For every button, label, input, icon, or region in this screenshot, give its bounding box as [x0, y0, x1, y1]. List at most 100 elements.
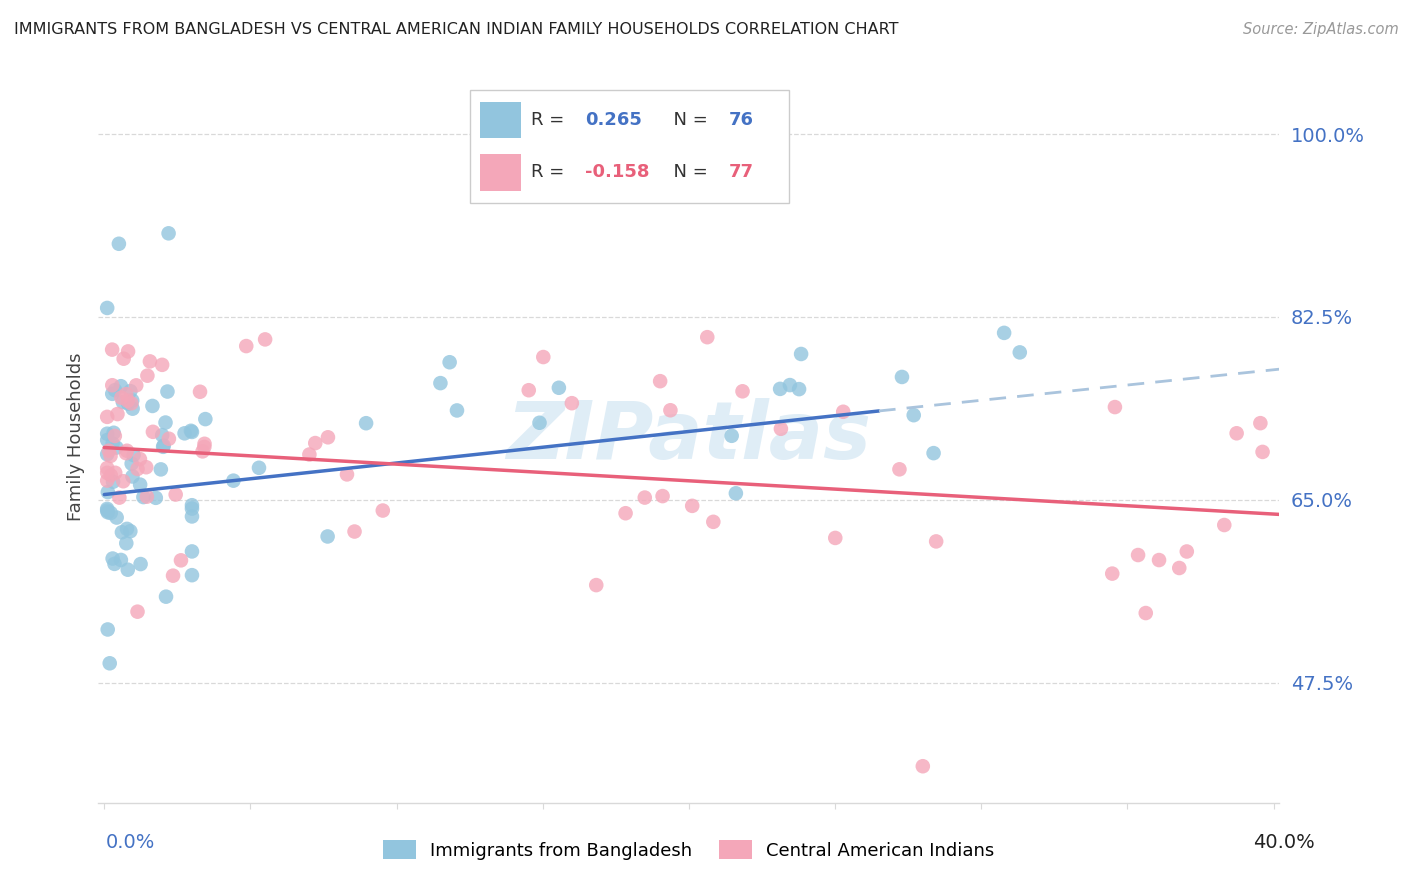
Text: 0.0%: 0.0%: [105, 833, 155, 853]
Point: [681, 499, 703, 513]
Point: [651, 489, 673, 503]
Point: [720, 429, 742, 443]
Point: [155, 590, 177, 604]
Point: [911, 759, 934, 773]
Point: [446, 403, 468, 417]
Point: [115, 443, 138, 458]
Point: [103, 557, 125, 571]
Point: [127, 605, 149, 619]
Point: [115, 522, 138, 536]
Point: [247, 460, 270, 475]
Point: [152, 439, 174, 453]
Point: [1101, 566, 1123, 581]
Point: [298, 448, 321, 462]
Point: [170, 553, 193, 567]
Point: [547, 381, 569, 395]
Point: [790, 347, 813, 361]
Point: [105, 441, 128, 455]
Point: [117, 393, 139, 408]
Point: [891, 370, 914, 384]
Point: [181, 544, 204, 558]
Point: [659, 403, 682, 417]
Point: [104, 383, 127, 397]
Point: [181, 568, 204, 582]
Point: [429, 376, 451, 391]
Point: [142, 425, 165, 439]
Point: [150, 428, 173, 442]
Point: [162, 568, 184, 582]
Point: [769, 382, 792, 396]
Point: [1147, 553, 1170, 567]
Point: [121, 457, 143, 471]
Point: [585, 578, 607, 592]
Point: [188, 384, 211, 399]
Point: [110, 553, 132, 567]
Point: [96, 466, 118, 480]
Point: [1168, 561, 1191, 575]
Point: [150, 358, 173, 372]
Point: [731, 384, 754, 399]
Point: [110, 379, 132, 393]
Point: [120, 384, 142, 399]
Text: Source: ZipAtlas.com: Source: ZipAtlas.com: [1243, 22, 1399, 37]
Point: [769, 422, 792, 436]
Point: [336, 467, 359, 482]
Point: [103, 425, 125, 440]
Point: [561, 396, 583, 410]
Point: [1226, 426, 1249, 441]
Point: [1249, 416, 1271, 430]
Point: [145, 491, 167, 505]
Point: [111, 395, 134, 409]
Text: 40.0%: 40.0%: [1253, 833, 1315, 853]
Point: [98, 657, 121, 671]
Point: [104, 429, 127, 443]
Point: [136, 368, 159, 383]
Point: [97, 623, 120, 637]
Point: [129, 557, 152, 571]
Point: [120, 396, 142, 410]
Point: [139, 354, 162, 368]
Point: [100, 468, 122, 483]
Point: [135, 460, 157, 475]
Point: [832, 405, 855, 419]
Point: [129, 477, 152, 491]
Point: [517, 383, 540, 397]
Point: [101, 387, 124, 401]
Point: [903, 408, 925, 422]
Point: [101, 436, 124, 450]
Point: [122, 448, 145, 462]
Point: [117, 396, 139, 410]
Point: [235, 339, 257, 353]
Point: [180, 424, 202, 438]
Point: [650, 374, 672, 388]
Point: [193, 437, 215, 451]
Point: [779, 378, 801, 392]
Point: [696, 330, 718, 344]
Point: [127, 462, 149, 476]
Point: [1251, 445, 1274, 459]
Point: [724, 486, 747, 500]
Y-axis label: Family Households: Family Households: [66, 353, 84, 521]
Point: [117, 344, 139, 359]
Text: ZIPatlas: ZIPatlas: [506, 398, 872, 476]
Point: [141, 399, 163, 413]
Point: [121, 393, 143, 408]
Point: [181, 509, 204, 524]
Point: [157, 432, 180, 446]
Point: [135, 490, 157, 504]
Point: [96, 461, 118, 475]
Point: [194, 412, 217, 426]
Point: [121, 469, 143, 483]
Point: [96, 447, 118, 461]
Point: [107, 407, 129, 421]
Point: [1126, 548, 1149, 562]
Point: [101, 378, 124, 392]
Point: [1175, 544, 1198, 558]
Point: [96, 301, 118, 315]
Point: [181, 498, 204, 512]
Point: [191, 444, 214, 458]
Point: [125, 378, 148, 392]
Point: [111, 525, 134, 540]
Point: [115, 387, 138, 401]
Text: IMMIGRANTS FROM BANGLADESH VS CENTRAL AMERICAN INDIAN FAMILY HOUSEHOLDS CORRELAT: IMMIGRANTS FROM BANGLADESH VS CENTRAL AM…: [14, 22, 898, 37]
